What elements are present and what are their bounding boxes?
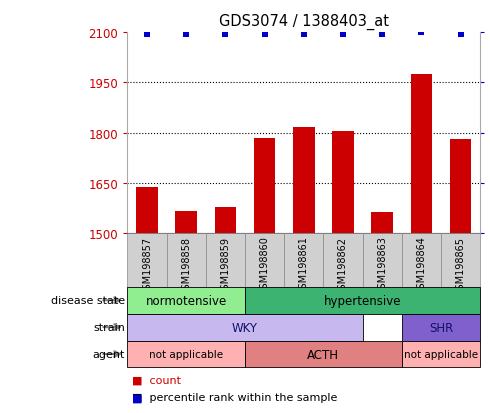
Text: WKY: WKY <box>232 321 258 334</box>
Text: GSM198860: GSM198860 <box>260 236 270 295</box>
Bar <box>245 287 480 314</box>
Bar <box>127 341 245 368</box>
Bar <box>254 138 275 233</box>
Bar <box>175 211 197 233</box>
Bar <box>402 341 480 368</box>
Bar <box>136 187 158 233</box>
Bar <box>332 131 354 233</box>
Text: not applicable: not applicable <box>149 349 223 359</box>
Bar <box>363 233 402 287</box>
Bar <box>127 314 363 341</box>
Text: GSM198864: GSM198864 <box>416 236 426 295</box>
Text: agent: agent <box>93 349 125 359</box>
Text: GSM198861: GSM198861 <box>299 236 309 295</box>
Text: ■  count: ■ count <box>132 374 181 385</box>
Title: GDS3074 / 1388403_at: GDS3074 / 1388403_at <box>219 14 389 30</box>
Bar <box>293 128 315 233</box>
Text: hypertensive: hypertensive <box>324 294 401 307</box>
Text: GSM198862: GSM198862 <box>338 236 348 295</box>
Text: normotensive: normotensive <box>146 294 227 307</box>
Bar <box>371 212 393 233</box>
Text: GSM198863: GSM198863 <box>377 236 387 295</box>
Bar <box>127 233 167 287</box>
Text: not applicable: not applicable <box>404 349 478 359</box>
Bar <box>441 233 480 287</box>
Text: ■: ■ <box>132 392 143 403</box>
Bar <box>411 75 432 233</box>
Bar <box>167 233 206 287</box>
Bar <box>450 140 471 233</box>
Text: GSM198857: GSM198857 <box>142 236 152 295</box>
Text: ■  percentile rank within the sample: ■ percentile rank within the sample <box>132 392 338 403</box>
Text: GSM198859: GSM198859 <box>220 236 230 295</box>
Text: ACTH: ACTH <box>307 348 340 361</box>
Bar <box>206 233 245 287</box>
Text: disease state: disease state <box>51 295 125 306</box>
Bar <box>215 208 236 233</box>
Text: strain: strain <box>93 322 125 332</box>
Bar <box>284 233 323 287</box>
Text: GSM198865: GSM198865 <box>456 236 466 295</box>
Bar <box>127 287 245 314</box>
Text: GSM198858: GSM198858 <box>181 236 191 295</box>
Bar <box>402 314 480 341</box>
Text: SHR: SHR <box>429 321 453 334</box>
Bar <box>402 233 441 287</box>
Bar <box>245 233 284 287</box>
Bar <box>323 233 363 287</box>
Bar <box>245 341 402 368</box>
